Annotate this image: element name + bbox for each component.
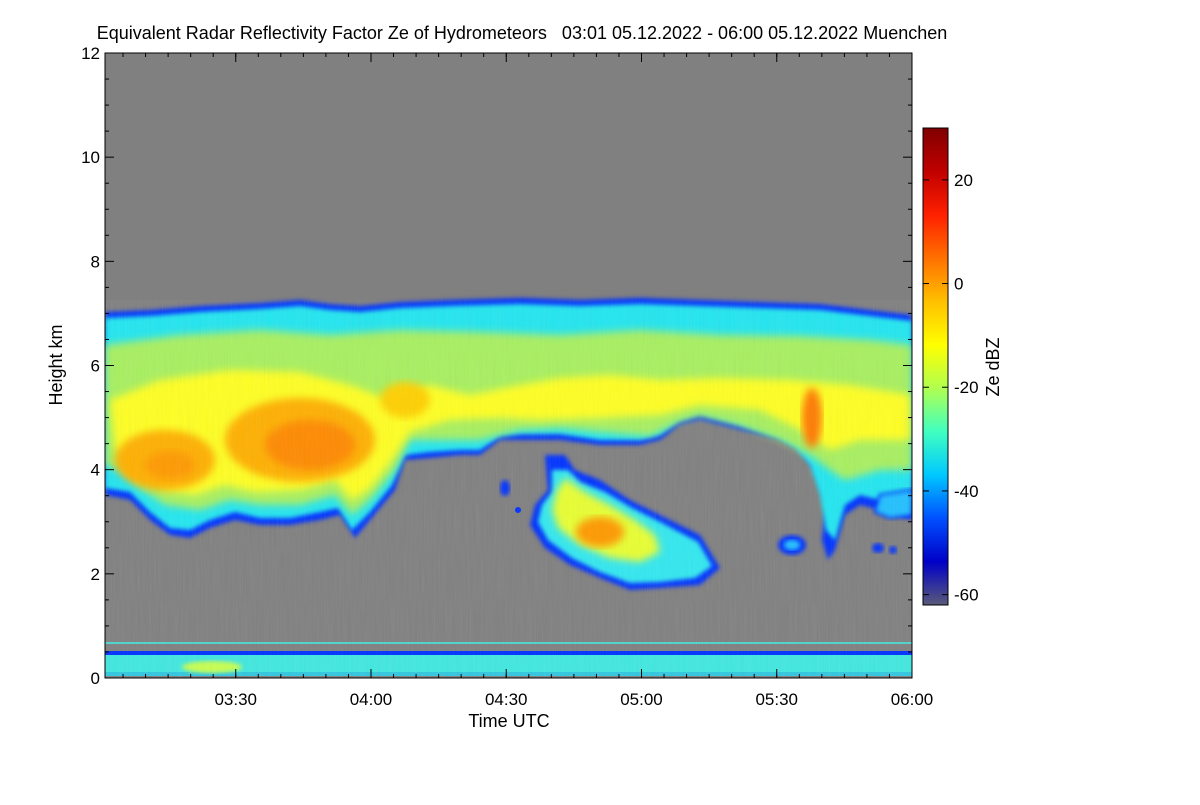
x-tick-label: 04:30 — [485, 690, 528, 709]
streak-overlay — [105, 300, 912, 680]
y-tick-label: 4 — [91, 461, 100, 480]
y-tick-label: 0 — [91, 669, 100, 688]
lower-band-core — [576, 517, 624, 547]
y-tick-label: 10 — [81, 148, 100, 167]
core-d — [145, 451, 195, 479]
colorbar-tick-label: -40 — [954, 482, 979, 501]
core-f — [802, 388, 822, 448]
x-tick-label: 03:30 — [214, 690, 257, 709]
y-tick-label: 12 — [81, 44, 100, 63]
lower-precip-band — [500, 455, 720, 590]
upper-cloud-layer — [105, 298, 912, 560]
core-e — [380, 382, 430, 418]
chart-title: Equivalent Radar Reflectivity Factor Ze … — [97, 23, 948, 43]
surface-ground — [105, 672, 912, 676]
x-tick-label: 04:00 — [350, 690, 393, 709]
lower-band-fleck-2 — [515, 507, 521, 513]
x-axis: 03:30 04:00 04:30 05:00 05:30 06:00 — [122, 53, 934, 709]
y-axis-label: Height km — [46, 324, 66, 405]
surface-warm — [182, 661, 242, 673]
colorbar-tick-label: -20 — [954, 378, 979, 397]
colorbar-ticks: -60 -40 -20 0 20 — [923, 171, 979, 605]
surface-fill — [105, 655, 912, 674]
core-c — [265, 420, 355, 470]
x-tick-label: 06:00 — [891, 690, 934, 709]
y-tick-label: 8 — [91, 252, 100, 271]
plot-area — [105, 53, 912, 680]
near-surface-echo — [105, 642, 912, 676]
y-axis: 0 2 4 6 8 10 12 — [81, 44, 912, 688]
colorbar-gradient — [922, 127, 949, 606]
x-axis-label: Time UTC — [468, 711, 549, 731]
colorbar-label: Ze dBZ — [983, 337, 1003, 396]
colorbar-tick-label: -60 — [954, 586, 979, 605]
echo-right-4 — [873, 488, 912, 520]
y-tick-label: 2 — [91, 565, 100, 584]
colorbar-tick-label: 0 — [954, 275, 963, 294]
lower-band-fleck — [500, 480, 510, 496]
colorbar-tick-label: 20 — [954, 171, 973, 190]
colorbar: -60 -40 -20 0 20 Ze dBZ — [922, 127, 1003, 606]
surface-clutter — [105, 642, 912, 644]
echo-right-2 — [872, 543, 884, 553]
y-tick-label: 6 — [91, 357, 100, 376]
x-tick-label: 05:00 — [620, 690, 663, 709]
echo-right-3 — [889, 546, 897, 554]
x-tick-label: 05:30 — [755, 690, 798, 709]
echo-right-1-in — [784, 540, 800, 550]
